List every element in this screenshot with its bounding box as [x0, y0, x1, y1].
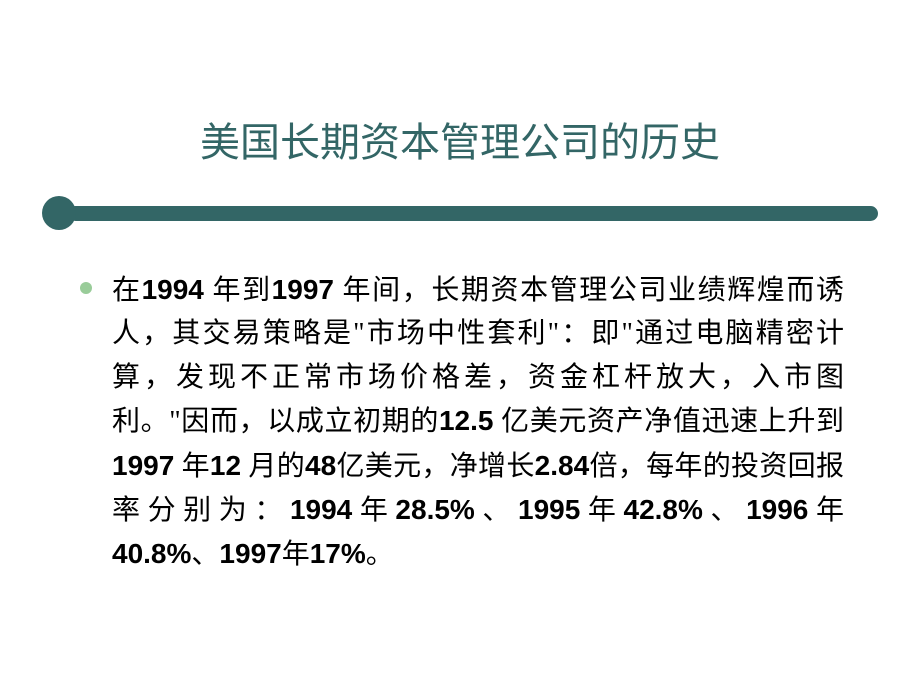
text: 年: [580, 495, 623, 526]
text: 年: [282, 539, 310, 570]
percent: 28.5%: [395, 494, 474, 525]
title-area: 美国长期资本管理公司的历史: [0, 0, 920, 168]
number: 2.84: [535, 450, 590, 481]
text: 亿美元，净增长: [336, 451, 534, 482]
text: 年到: [204, 275, 272, 306]
percent: 42.8%: [624, 494, 703, 525]
year: 1995: [518, 494, 580, 525]
text: 在: [112, 275, 142, 306]
bullet-marker: [80, 282, 92, 294]
percent: 40.8%: [112, 538, 191, 569]
divider-bar: [68, 206, 878, 221]
month: 12: [210, 450, 241, 481]
text: 、: [475, 495, 518, 526]
slide-title: 美国长期资本管理公司的历史: [0, 110, 920, 168]
text: 年: [808, 495, 844, 526]
text: 。: [366, 539, 394, 570]
content-area: 在1994 年到1997 年间，长期资本管理公司业绩辉煌而诱人，其交易策略是"市…: [0, 230, 920, 577]
year: 1997: [112, 450, 174, 481]
divider: [42, 196, 920, 230]
bullet-item: 在1994 年到1997 年间，长期资本管理公司业绩辉煌而诱人，其交易策略是"市…: [80, 268, 844, 577]
text: 、: [703, 495, 746, 526]
text: 、: [191, 539, 219, 570]
text: 月的: [241, 451, 305, 482]
year: 1996: [746, 494, 808, 525]
body-text: 在1994 年到1997 年间，长期资本管理公司业绩辉煌而诱人，其交易策略是"市…: [112, 268, 844, 577]
year: 1997: [272, 274, 334, 305]
text: 亿美元资产净值迅速上升到: [493, 406, 844, 437]
slide: 美国长期资本管理公司的历史 在1994 年到1997 年间，长期资本管理公司业绩…: [0, 0, 920, 690]
year: 1994: [142, 274, 204, 305]
number: 12.5: [439, 405, 494, 436]
divider-dot: [42, 196, 76, 230]
number: 48: [305, 450, 336, 481]
percent: 17%: [310, 538, 366, 569]
year: 1994: [290, 494, 352, 525]
text: 年: [174, 451, 210, 482]
year: 1997: [219, 538, 281, 569]
text: 年: [352, 495, 395, 526]
